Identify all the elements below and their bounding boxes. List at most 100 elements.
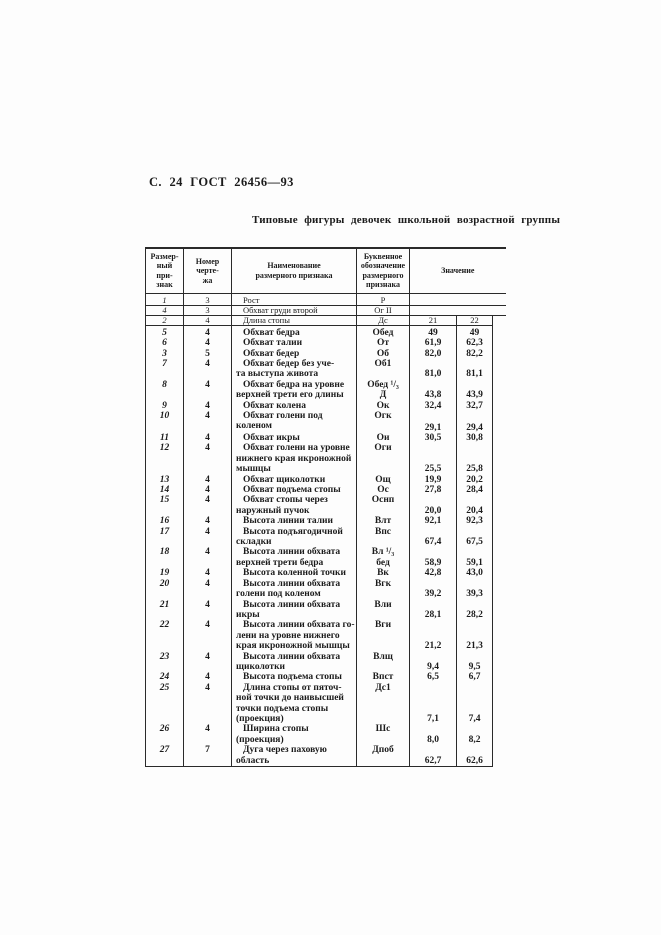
table-row: 19 4 Высота коленной точки Вк 42,8 43,0: [145, 568, 506, 579]
cell-attr-number: 7: [145, 358, 184, 380]
cell-value-21: 67,4: [409, 526, 457, 548]
table-row: 7 4 Обхват бедер без уче- та выступа жив…: [145, 358, 506, 380]
cell-sheet-number: 3: [183, 293, 232, 306]
cell-name: Высота коленной точки: [231, 568, 357, 579]
cell-empty: [491, 599, 506, 621]
cell-empty: [491, 485, 506, 496]
table-title: Типовые фигуры девочек школьной возрастн…: [252, 214, 561, 226]
cell-sheet-number: 4: [183, 400, 232, 411]
cell-sheet-number: 4: [183, 599, 232, 621]
cell-name: Обхват бедра: [231, 325, 357, 339]
cell-attr-number: 8: [145, 379, 184, 401]
table-row: 5 4 Обхват бедра Обед 49 49: [145, 325, 506, 339]
cell-value-22: 32,7: [456, 400, 493, 411]
cell-designation: Об: [356, 348, 410, 359]
cell-empty: [491, 620, 506, 652]
cell-sheet-number: 4: [183, 578, 232, 600]
table-row: 27 7 Дуга через паховую область Дпоб 62,…: [145, 745, 506, 768]
cell-designation: Ощ: [356, 474, 410, 486]
cell-designation: Шс: [356, 724, 410, 746]
cell-name: Обхват груди второй: [231, 305, 357, 316]
cell-designation: Впст: [356, 672, 410, 683]
cell-value-22: 6,7: [456, 672, 493, 683]
cell-empty: [491, 672, 506, 683]
cell-sheet-number: 4: [183, 547, 232, 569]
cell-value-21: 58,9: [409, 547, 457, 569]
table-row: 9 4 Обхват колена Ок 32,4 32,7: [145, 400, 506, 411]
table-row: 3 5 Обхват бедер Об 82,0 82,2: [145, 348, 506, 359]
cell-sheet-number: 4: [183, 315, 232, 326]
cell-designation: Ос: [356, 485, 410, 496]
cell-value-21: 9,4: [409, 651, 457, 673]
cell-empty: [491, 325, 506, 339]
cell-attr-number: 25: [145, 682, 184, 725]
table-row: 16 4 Высота линии талии Влт 92,1 92,3: [145, 516, 506, 527]
cell-name: Обхват стопы через наружный пучок: [231, 495, 357, 517]
cell-sheet-number: 4: [183, 433, 232, 444]
cell-name: Обхват талии: [231, 338, 357, 349]
cell-value-21: 8,0: [409, 724, 457, 746]
cell-empty: [491, 379, 506, 401]
cell-value-22: 62,6: [456, 745, 493, 768]
cell-value-21: 62,7: [409, 745, 457, 768]
cell-sheet-number: 4: [183, 325, 232, 339]
cell-sheet-number: 4: [183, 724, 232, 746]
cell-designation: Дс1: [356, 682, 410, 725]
cell-name: Дуга через паховую область: [231, 745, 357, 768]
table-row: 10 4 Обхват голени под коленом Огк 29,1 …: [145, 411, 506, 433]
cell-size-21: 21: [409, 315, 457, 326]
cell-value-21: 27,8: [409, 485, 457, 496]
cell-attr-number: 11: [145, 433, 184, 444]
table-row: 22 4 Высота линии обхвата го- лени на ур…: [145, 620, 506, 652]
cell-attr-number: 16: [145, 516, 184, 527]
cell-name: Высота линии обхвата икры: [231, 599, 357, 621]
cell-value-22: 21,3: [456, 620, 493, 652]
cell-attr-number: 6: [145, 338, 184, 349]
cell-sheet-number: 7: [183, 745, 232, 768]
cell-name: Обхват бедер: [231, 348, 357, 359]
cell-empty: [491, 495, 506, 517]
cell-value-21: 28,1: [409, 599, 457, 621]
cell-name: Обхват голени под коленом: [231, 411, 357, 433]
table-row: 13 4 Обхват щиколотки Ощ 19,9 20,2: [145, 474, 506, 486]
cell-empty: [491, 400, 506, 411]
cell-value-21: 39,2: [409, 578, 457, 600]
cell-value-21: 81,0: [409, 358, 457, 380]
cell-attr-number: 10: [145, 411, 184, 433]
cell-attr-number: 21: [145, 599, 184, 621]
table-body: 5 4 Обхват бедра Обед 49 49 6 4 Обхват т…: [145, 325, 506, 768]
cell-designation: Об1: [356, 358, 410, 380]
cell-value-22: 29,4: [456, 411, 493, 433]
cell-attr-number: 3: [145, 348, 184, 359]
cell-sheet-number: 5: [183, 348, 232, 359]
cell-value-22: 25,8: [456, 443, 493, 475]
cell-attr-number: 15: [145, 495, 184, 517]
cell-name: Обхват голени на уровне нижнего края икр…: [231, 443, 357, 475]
cell-designation: Огк: [356, 411, 410, 433]
cell-designation: Ок: [356, 400, 410, 411]
cell-attr-number: 9: [145, 400, 184, 411]
cell-sheet-number: 4: [183, 672, 232, 683]
cell-empty: [491, 338, 506, 349]
cell-empty: [491, 526, 506, 548]
cell-value-22: 92,3: [456, 516, 493, 527]
cell-value-merged: [408, 293, 506, 306]
cell-value-21: 21,2: [409, 620, 457, 652]
cell-empty: [491, 724, 506, 746]
cell-value-22: 59,1: [456, 547, 493, 569]
cell-value-21: 43,8: [409, 379, 457, 401]
table-row: 18 4 Высота линии обхвата верхней трети …: [145, 547, 506, 569]
cell-value-22: 7,4: [456, 682, 493, 725]
header-value: Значение: [408, 246, 506, 294]
cell-attr-number: 2: [145, 315, 184, 326]
cell-value-21: 30,5: [409, 433, 457, 444]
cell-value-22: 9,5: [456, 651, 493, 673]
cell-value-21: 49: [409, 325, 457, 339]
cell-designation: Вл ¹/₃ бед: [356, 547, 410, 569]
table-row: 12 4 Обхват голени на уровне нижнего кра…: [145, 443, 506, 475]
cell-value-21: 29,1: [409, 411, 457, 433]
cell-designation: Ог II: [356, 305, 410, 316]
cell-value-22: 20,4: [456, 495, 493, 517]
cell-size-22: 22: [456, 315, 493, 326]
